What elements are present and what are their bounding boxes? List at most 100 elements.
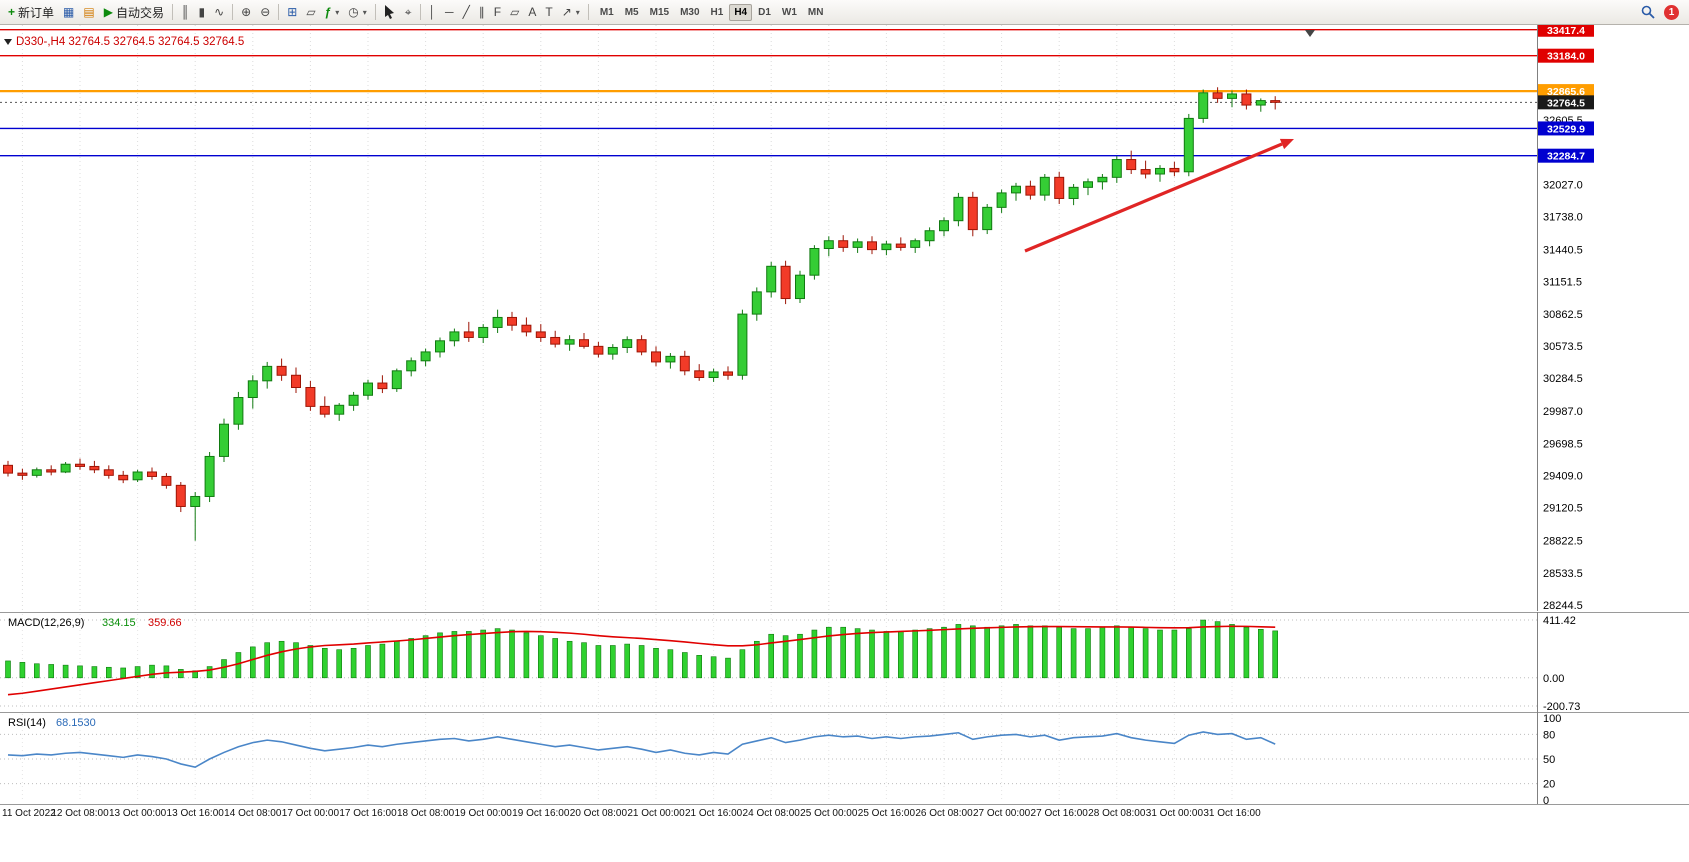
candlestick-chart-button[interactable]: ▮ bbox=[194, 2, 209, 23]
trendline-button[interactable]: ╱ bbox=[459, 2, 474, 23]
time-label: 14 Oct 08:00 bbox=[224, 808, 282, 819]
svg-text:0.00: 0.00 bbox=[1543, 673, 1564, 685]
arrows-icon: ↗ bbox=[561, 5, 572, 19]
time-label: 20 Oct 08:00 bbox=[569, 808, 628, 819]
timeframe-d1-button[interactable]: D1 bbox=[753, 4, 776, 21]
text-button[interactable]: A bbox=[524, 2, 540, 23]
time-label: 26 Oct 08:00 bbox=[915, 808, 973, 819]
period-clock-button[interactable]: ◷ ▾ bbox=[344, 2, 371, 23]
svg-text:32764.5: 32764.5 bbox=[1547, 97, 1585, 109]
channel-icon: ∥ bbox=[478, 5, 485, 19]
dropdown-caret-icon: ▾ bbox=[575, 7, 580, 17]
toolbar: + 新订单 ▦ ▤ ▶ 自动交易 ║ ▮ ∿ ⊕ ⊖ ⊞ ▱ ƒ ▾ ◷ ▾ bbox=[0, 0, 1689, 25]
candlestick-chart-icon: ▮ bbox=[198, 5, 206, 19]
svg-text:33184.0: 33184.0 bbox=[1547, 51, 1585, 63]
text-label-button[interactable]: T bbox=[541, 2, 556, 23]
svg-text:50: 50 bbox=[1543, 754, 1555, 766]
zoom-in-icon: ⊕ bbox=[241, 5, 252, 19]
toolbar-separator bbox=[232, 4, 234, 20]
zoom-out-button[interactable]: ⊖ bbox=[256, 2, 274, 23]
time-axis[interactable]: 11 Oct 2022 12 Oct 08:00 13 Oct 00:00 13 Oc… bbox=[0, 804, 1689, 829]
line-chart-button[interactable]: ∿ bbox=[210, 2, 228, 23]
svg-text:0: 0 bbox=[1543, 795, 1549, 804]
rsi-panel[interactable]: 100 80 50 20 0 RSI(14) 68.1530 bbox=[0, 712, 1689, 804]
zoom-in-button[interactable]: ⊕ bbox=[237, 2, 255, 23]
tile-windows-button[interactable]: ⊞ bbox=[283, 2, 301, 23]
text-icon: A bbox=[528, 5, 537, 19]
new-order-icon: + bbox=[8, 5, 16, 19]
fibonacci-icon: F bbox=[493, 5, 502, 19]
crosshair-icon: ⌖ bbox=[404, 5, 412, 19]
arrows-button[interactable]: ↗ ▾ bbox=[558, 2, 584, 23]
svg-text:30284.5: 30284.5 bbox=[1543, 373, 1583, 385]
svg-text:100: 100 bbox=[1543, 713, 1561, 725]
vertical-line-button[interactable]: │ bbox=[425, 2, 441, 23]
channel-button[interactable]: ∥ bbox=[475, 2, 489, 23]
time-label: 13 Oct 16:00 bbox=[166, 808, 224, 819]
new-order-button[interactable]: + 新订单 bbox=[4, 2, 58, 23]
timeframe-h4-button[interactable]: H4 bbox=[729, 3, 753, 21]
time-label: 31 Oct 16:00 bbox=[1203, 808, 1261, 819]
bar-chart-button[interactable]: ║ bbox=[177, 2, 194, 23]
svg-text:RSI(14): RSI(14) bbox=[8, 717, 46, 729]
new-chart-button[interactable]: ▱ bbox=[302, 2, 319, 23]
timeframe-toolbar: M1 M5 M15 M30 H1 H4 D1 W1 MN bbox=[595, 3, 829, 21]
shapes-icon: ▱ bbox=[510, 5, 520, 19]
timeframe-m15-button[interactable]: M15 bbox=[645, 4, 674, 21]
indicators-icon: ƒ bbox=[324, 5, 332, 19]
time-label: 13 Oct 00:00 bbox=[108, 808, 167, 819]
dropdown-caret-icon: ▾ bbox=[335, 7, 340, 17]
svg-text:80: 80 bbox=[1543, 729, 1555, 741]
shapes-button[interactable]: ▱ bbox=[506, 2, 523, 23]
timeframe-m1-button[interactable]: M1 bbox=[595, 4, 619, 21]
autotrade-icon: ▶ bbox=[103, 5, 113, 19]
trendline-icon: ╱ bbox=[462, 5, 470, 19]
time-label: 21 Oct 16:00 bbox=[684, 808, 743, 819]
main-chart[interactable]: 32605.532027.031738.031440.531151.530862… bbox=[0, 25, 1689, 612]
time-label: 17 Oct 00:00 bbox=[281, 808, 340, 819]
fibonacci-button[interactable]: F bbox=[490, 2, 505, 23]
toolbar-separator bbox=[171, 4, 173, 20]
crosshair-button[interactable]: ⌖ bbox=[401, 2, 416, 23]
time-label: 28 Oct 08:00 bbox=[1088, 808, 1146, 819]
charts-icon: ▦ bbox=[63, 5, 75, 19]
cursor-icon bbox=[384, 5, 394, 19]
svg-text:29698.5: 29698.5 bbox=[1543, 438, 1583, 450]
charts-button[interactable]: ▦ bbox=[59, 2, 78, 23]
timeframe-h1-button[interactable]: H1 bbox=[706, 4, 729, 21]
toolbar-separator bbox=[374, 4, 376, 20]
timeframe-m5-button[interactable]: M5 bbox=[620, 4, 644, 21]
macd-panel[interactable]: 411.42 0.00 -200.73 MACD(12,26,9) 334.15 359.… bbox=[0, 612, 1689, 712]
svg-text:29409.0: 29409.0 bbox=[1543, 470, 1583, 482]
svg-text:28244.5: 28244.5 bbox=[1543, 600, 1583, 612]
search-button[interactable] bbox=[1637, 2, 1659, 23]
indicators-button[interactable]: ƒ ▾ bbox=[321, 2, 344, 23]
autotrade-button[interactable]: ▶ 自动交易 bbox=[100, 2, 168, 23]
time-label: 18 Oct 08:00 bbox=[396, 808, 455, 819]
time-label: 25 Oct 16:00 bbox=[857, 808, 916, 819]
clock-icon: ◷ bbox=[348, 5, 359, 19]
toolbar-separator bbox=[278, 4, 280, 20]
autotrade-label: 自动交易 bbox=[115, 5, 164, 20]
svg-text:32027.0: 32027.0 bbox=[1543, 179, 1583, 191]
timeframe-mn-button[interactable]: MN bbox=[803, 4, 829, 21]
cursor-button[interactable] bbox=[380, 2, 400, 23]
svg-text:31738.0: 31738.0 bbox=[1543, 211, 1583, 223]
line-chart-icon: ∿ bbox=[214, 5, 225, 19]
svg-text:334.15: 334.15 bbox=[102, 617, 136, 629]
notification-badge[interactable]: 1 bbox=[1664, 4, 1679, 20]
timeframe-w1-button[interactable]: W1 bbox=[777, 4, 802, 21]
svg-text:31440.5: 31440.5 bbox=[1543, 245, 1583, 257]
time-label: 24 Oct 08:00 bbox=[742, 808, 800, 819]
time-label: 21 Oct 00:00 bbox=[627, 808, 685, 819]
time-label: 31 Oct 00:00 bbox=[1145, 808, 1204, 819]
time-label: 11 Oct 2022 bbox=[2, 808, 56, 819]
horizontal-line-button[interactable]: ─ bbox=[441, 2, 458, 23]
timeframe-m30-button[interactable]: M30 bbox=[675, 4, 704, 21]
market-watch-button[interactable]: ▤ bbox=[79, 2, 98, 23]
new-order-label: 新订单 bbox=[18, 5, 55, 20]
svg-text:D330-,H4 32764.5 32764.5 3276: D330-,H4 32764.5 32764.5 32764.5 32764.5 bbox=[16, 36, 244, 48]
zoom-out-icon: ⊖ bbox=[260, 5, 271, 19]
svg-text:33417.4: 33417.4 bbox=[1547, 25, 1585, 37]
svg-text:32284.7: 32284.7 bbox=[1547, 151, 1585, 163]
